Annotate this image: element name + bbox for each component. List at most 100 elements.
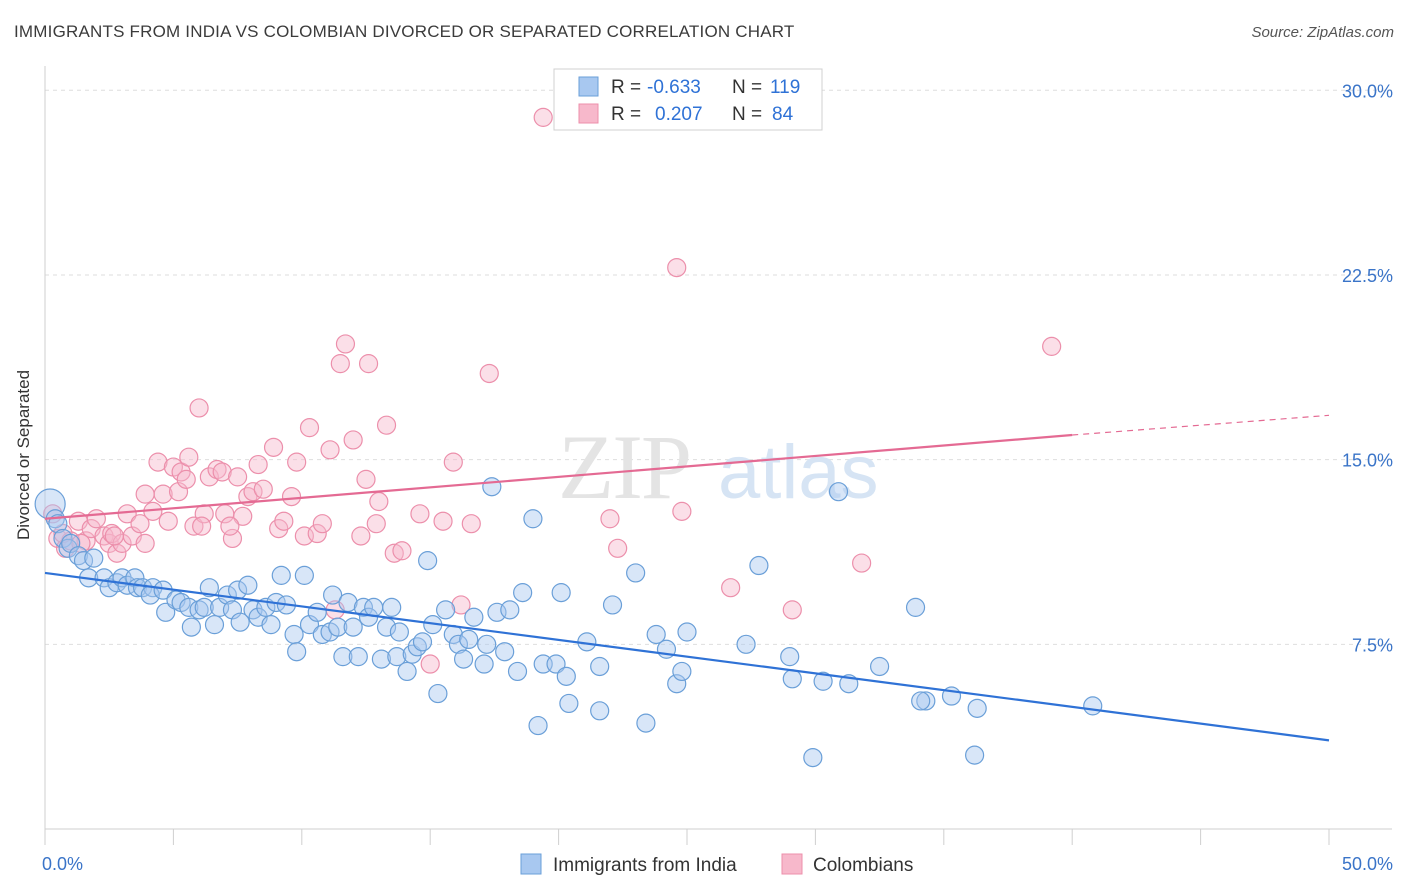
legend-r-label-colombia: R =	[611, 104, 641, 125]
axes	[44, 66, 1392, 845]
legend-swatch-india	[578, 76, 599, 97]
india-point	[500, 600, 520, 620]
india-point	[453, 649, 474, 669]
india-point	[813, 671, 833, 691]
colombia-point	[248, 454, 268, 475]
colombia-point	[220, 516, 240, 536]
colombia-point	[158, 511, 178, 531]
colombia-point	[366, 514, 386, 534]
legend-r-value-india: -0.633	[647, 77, 701, 98]
colombia-point	[461, 514, 481, 534]
legend-r-label-india: R =	[611, 77, 641, 98]
colombia-point	[274, 511, 294, 531]
x-tick-label: 50.0%	[1342, 854, 1393, 874]
colombia-point	[320, 440, 340, 460]
colombia-point	[176, 469, 196, 489]
grid-lines	[45, 89, 1392, 645]
india-point	[677, 622, 697, 642]
india-point	[916, 691, 936, 711]
india-point	[464, 607, 484, 627]
india-point	[189, 600, 209, 620]
colombia-point	[130, 514, 150, 534]
india-point	[230, 612, 250, 632]
india-point	[364, 597, 384, 617]
colombia-point	[228, 467, 248, 487]
correlation-legend: R = -0.633 N = 119 R = 0.207 N = 84	[553, 68, 823, 131]
colombia-point	[667, 257, 687, 278]
colombia-point	[369, 491, 389, 512]
india-point	[348, 647, 368, 667]
chart-title: IMMIGRANTS FROM INDIA VS COLOMBIAN DIVOR…	[14, 22, 795, 41]
colombians-points	[43, 107, 1062, 674]
source-label: Source: ZipAtlas.com	[1251, 24, 1394, 41]
india-point	[371, 649, 392, 669]
india-point	[803, 747, 823, 768]
colombia-point	[135, 484, 155, 504]
india-point	[626, 563, 646, 583]
colombia-point	[672, 501, 692, 521]
india-point	[389, 622, 409, 642]
colombia-point	[148, 452, 168, 472]
colombia-point	[281, 486, 302, 507]
india-point	[477, 634, 497, 654]
india-point	[323, 585, 343, 605]
colombia-point	[102, 523, 122, 544]
colombia-point	[600, 509, 620, 529]
trend-lines	[44, 414, 1330, 742]
india-point	[436, 600, 456, 620]
colombia-point	[721, 578, 741, 598]
colombia-point	[192, 516, 212, 536]
india-point	[387, 647, 407, 667]
colombia-point	[104, 526, 124, 546]
colombia-point	[358, 354, 379, 374]
india-point	[353, 597, 374, 617]
india-point	[271, 565, 291, 585]
colombia-point	[299, 418, 320, 438]
india-point	[418, 551, 438, 571]
watermark-atlas: atlas	[718, 430, 879, 515]
colombia-point	[263, 437, 284, 457]
y-tick-label: 22.5%	[1342, 266, 1393, 286]
india-point	[667, 674, 687, 694]
india-point	[459, 629, 479, 650]
colombia-point	[343, 430, 363, 450]
india-point	[238, 575, 258, 595]
colombia-point	[53, 523, 73, 544]
india-point	[397, 661, 417, 682]
colombia-point	[433, 511, 453, 531]
india-point	[194, 597, 214, 617]
colombia-point	[451, 595, 471, 615]
colombia-point	[384, 543, 404, 563]
india-point	[495, 642, 515, 662]
india-point	[199, 578, 219, 598]
y-tick-label: 15.0%	[1342, 451, 1393, 471]
india-point	[749, 555, 769, 576]
india-point	[412, 632, 433, 652]
colombia-point	[479, 363, 499, 384]
india-point	[828, 482, 849, 502]
india-point	[905, 597, 926, 617]
india-point	[294, 565, 314, 585]
india-point	[507, 661, 528, 682]
india-point	[546, 654, 566, 674]
india-point	[84, 548, 104, 568]
colombia-point	[852, 553, 872, 573]
india-point	[1083, 696, 1103, 716]
colombia-point	[608, 538, 628, 558]
colombia-point	[351, 526, 371, 546]
colombia-trend-extension	[1072, 414, 1330, 436]
colombia-point	[335, 334, 356, 354]
colombia-point	[222, 528, 243, 549]
x-tick-label: 0.0%	[42, 854, 83, 874]
india-point	[513, 583, 533, 603]
india-point	[869, 656, 890, 677]
legend-n-value-colombia: 84	[772, 104, 794, 125]
colombia-point	[782, 600, 802, 620]
legend-bottom-swatch-colombia	[781, 853, 803, 875]
colombia-point	[253, 479, 273, 499]
colombia-point	[76, 531, 96, 551]
colombia-point	[207, 459, 227, 480]
india-point	[528, 715, 548, 736]
colombia-point	[356, 469, 376, 489]
